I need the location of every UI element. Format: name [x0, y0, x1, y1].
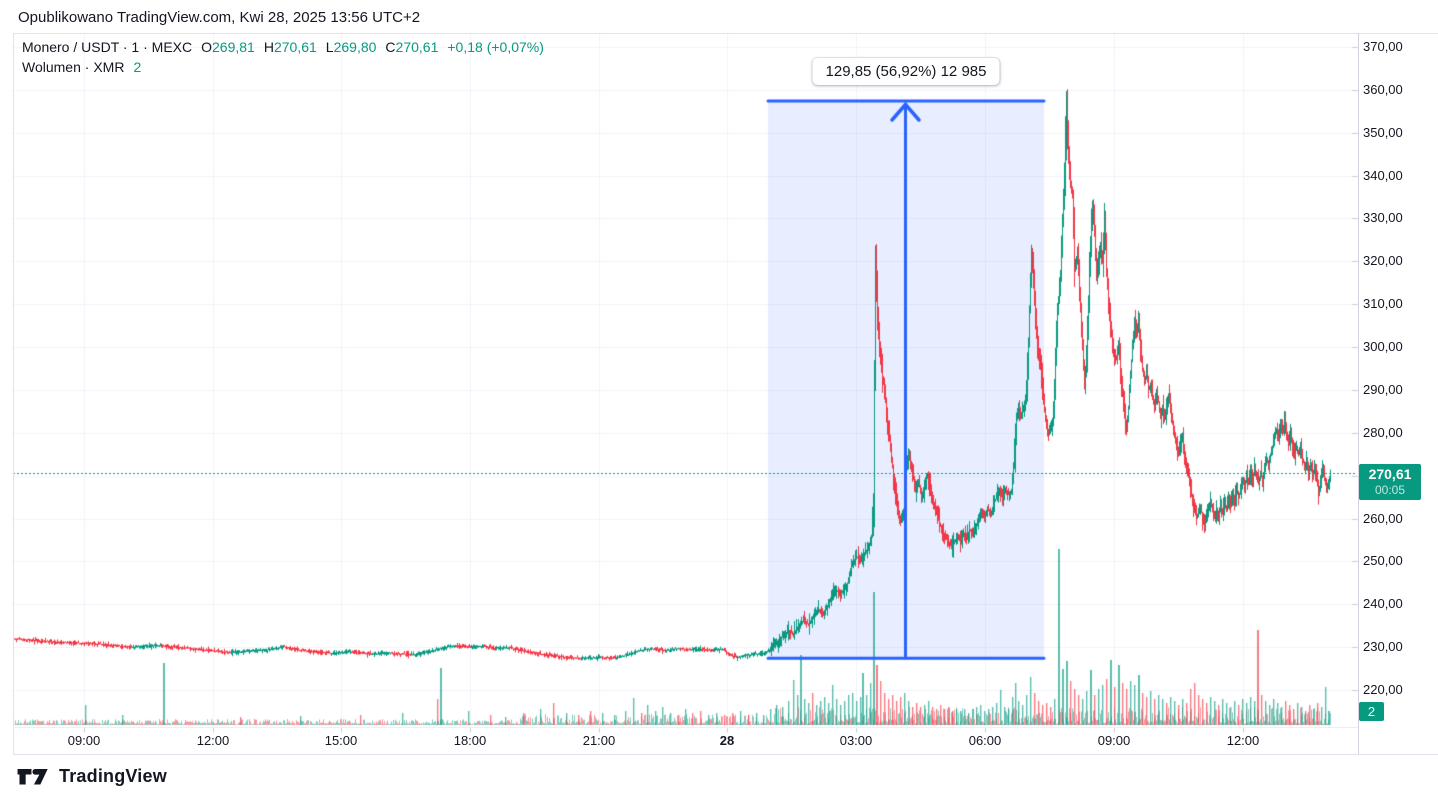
time-tick: 09:00 [67, 733, 101, 748]
last-price-label: 270,61 00:05 [1359, 464, 1421, 501]
price-tick: 280,00 [1363, 424, 1403, 440]
ohlc-high: H270,61 [264, 39, 317, 55]
chart-border-top [13, 33, 1438, 34]
last-price-value: 270,61 [1368, 466, 1412, 483]
bar-countdown-timer: 00:05 [1374, 483, 1406, 498]
price-tick: 220,00 [1363, 682, 1403, 697]
price-tick: 240,00 [1363, 596, 1403, 612]
price-tick: 250,00 [1363, 553, 1403, 569]
tradingview-logo-text: TradingView [59, 765, 167, 786]
price-tick: 330,00 [1363, 210, 1403, 226]
time-tick: 18:00 [453, 733, 487, 748]
volume-value: 2 [133, 59, 142, 75]
low-value: 269,80 [333, 39, 377, 55]
change-value: +0,18 (+0,07%) [447, 39, 544, 55]
ohlc-open: O269,81 [201, 39, 255, 55]
price-tick: 310,00 [1363, 296, 1403, 312]
legend-volume-row: Wolumen · XMR 2 [22, 59, 544, 75]
open-label: O [201, 39, 213, 55]
time-tick: 06:00 [968, 733, 1002, 748]
time-tick: 03:00 [839, 733, 873, 748]
time-tick: 28 [719, 733, 735, 748]
open-value: 269,81 [212, 39, 255, 55]
volume-axis-label: 2 [1359, 702, 1384, 721]
ohlc-close: C270,61 [385, 39, 438, 55]
price-tick: 260,00 [1363, 510, 1403, 526]
high-value: 270,61 [273, 39, 317, 55]
price-tick: 350,00 [1363, 124, 1403, 140]
chart-border-bottom [13, 754, 1438, 755]
tradingview-logo-icon [17, 768, 48, 785]
close-label: C [385, 39, 396, 55]
symbol-title[interactable]: Monero / USDT · 1 · MEXC [22, 39, 193, 55]
volume-title[interactable]: Wolumen · XMR [22, 59, 125, 75]
legend-symbol-row: Monero / USDT · 1 · MEXC O269,81 H270,61… [22, 39, 544, 55]
price-tick: 230,00 [1363, 639, 1403, 655]
high-label: H [263, 39, 274, 55]
ohlc-low: L269,80 [326, 39, 377, 55]
tradingview-logo[interactable]: TradingView [16, 764, 167, 788]
time-tick: 12:00 [196, 733, 230, 748]
published-caption: Opublikowano TradingView.com, Kwi 28, 20… [18, 9, 421, 26]
time-axis-border [13, 727, 1358, 728]
chart-border-left [13, 33, 14, 754]
time-tick: 15:00 [324, 733, 358, 748]
low-label: L [325, 39, 334, 55]
price-tick: 370,00 [1363, 39, 1403, 54]
price-tick: 290,00 [1363, 381, 1403, 397]
close-value: 270,61 [395, 39, 439, 55]
price-axis-border [1358, 33, 1359, 754]
measure-tool-label[interactable]: 129,85 (56,92%) 12 985 [812, 58, 1000, 85]
time-tick: 12:00 [1226, 733, 1260, 748]
price-tick: 360,00 [1363, 81, 1403, 97]
time-tick: 21:00 [582, 733, 616, 748]
chart-legend[interactable]: Monero / USDT · 1 · MEXC O269,81 H270,61… [22, 39, 544, 75]
price-tick: 320,00 [1363, 253, 1403, 269]
time-tick: 09:00 [1097, 733, 1131, 748]
price-tick: 340,00 [1363, 167, 1403, 183]
price-tick: 300,00 [1363, 339, 1403, 355]
